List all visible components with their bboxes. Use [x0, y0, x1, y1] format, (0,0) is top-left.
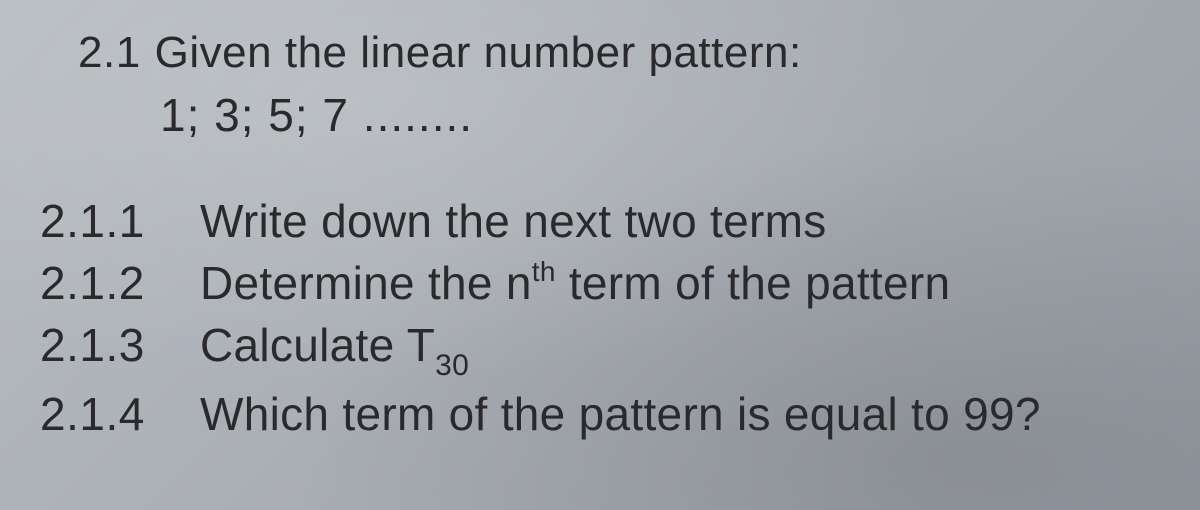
question-row: 2.1.4 Which term of the pattern is equal… — [40, 387, 1170, 441]
question-row: 2.1.1 Write down the next two terms — [40, 194, 1170, 248]
question-row: 2.1.2 Determine the nth term of the patt… — [40, 256, 1170, 310]
question-text: Determine the nth term of the pattern — [200, 256, 950, 310]
intro-line: 2.1 Given the linear number pattern: — [40, 28, 1170, 78]
question-row: 2.1.3 Calculate T30 — [40, 318, 1170, 379]
superscript: th — [532, 256, 556, 287]
question-number: 2.1.2 — [40, 256, 200, 310]
question-number: 2.1.3 — [40, 318, 200, 372]
text-before: Determine the n — [200, 257, 532, 309]
question-number: 2.1.1 — [40, 194, 200, 248]
document-content: 2.1 Given the linear number pattern: 1; … — [40, 28, 1170, 441]
question-text: Which term of the pattern is equal to 99… — [200, 387, 1041, 441]
question-number: 2.1.4 — [40, 387, 200, 441]
intro-block: 2.1 Given the linear number pattern: 1; … — [40, 28, 1170, 142]
question-text: Write down the next two terms — [200, 194, 827, 248]
intro-text: Given the linear number pattern: — [155, 28, 802, 78]
text-after: term of the pattern — [556, 257, 951, 309]
subscript: 30 — [435, 349, 469, 382]
intro-number: 2.1 — [78, 28, 141, 78]
sequence-text: 1; 3; 5; 7 ........ — [160, 88, 1170, 142]
question-text: Calculate T30 — [200, 318, 469, 379]
text-before: Calculate T — [200, 319, 435, 371]
